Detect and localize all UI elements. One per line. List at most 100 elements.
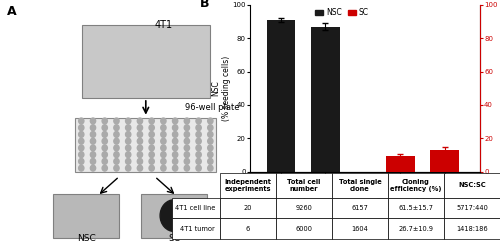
Circle shape (208, 125, 213, 131)
Circle shape (161, 152, 166, 158)
Circle shape (126, 165, 131, 171)
Circle shape (138, 125, 142, 131)
Circle shape (196, 152, 201, 158)
Circle shape (161, 125, 166, 131)
Circle shape (196, 165, 201, 171)
Circle shape (78, 138, 84, 144)
Circle shape (126, 125, 131, 131)
Circle shape (208, 152, 213, 158)
Bar (82, 24, 210, 98)
Circle shape (149, 152, 154, 158)
Circle shape (149, 118, 154, 124)
Circle shape (126, 159, 131, 164)
Circle shape (196, 138, 201, 144)
Circle shape (138, 159, 142, 164)
Circle shape (138, 138, 142, 144)
Circle shape (172, 125, 178, 131)
Bar (142, 194, 208, 238)
Circle shape (184, 152, 190, 158)
Circle shape (90, 165, 96, 171)
Text: 4T1: 4T1 (154, 20, 172, 30)
Circle shape (196, 118, 201, 124)
Circle shape (102, 125, 108, 131)
Bar (76, 118, 216, 172)
Circle shape (208, 132, 213, 137)
Text: SC: SC (168, 233, 180, 243)
Bar (311, 26, 340, 172)
Circle shape (184, 165, 190, 171)
Circle shape (90, 118, 96, 124)
Circle shape (78, 118, 84, 124)
Circle shape (184, 118, 190, 124)
Circle shape (208, 145, 213, 151)
Circle shape (208, 165, 213, 171)
Circle shape (102, 159, 108, 164)
Circle shape (114, 159, 119, 164)
Legend: NSC, SC: NSC, SC (312, 5, 372, 21)
Circle shape (102, 118, 108, 124)
Circle shape (138, 145, 142, 151)
Circle shape (161, 118, 166, 124)
Circle shape (90, 145, 96, 151)
Circle shape (90, 125, 96, 131)
Circle shape (78, 145, 84, 151)
Text: B: B (200, 0, 209, 10)
Circle shape (114, 125, 119, 131)
Circle shape (184, 159, 190, 164)
Circle shape (78, 125, 84, 131)
Circle shape (102, 132, 108, 137)
Circle shape (102, 138, 108, 144)
Circle shape (78, 152, 84, 158)
Circle shape (184, 145, 190, 151)
Circle shape (172, 152, 178, 158)
Circle shape (126, 132, 131, 137)
Circle shape (208, 138, 213, 144)
Circle shape (114, 145, 119, 151)
Circle shape (196, 159, 201, 164)
Circle shape (172, 118, 178, 124)
Text: NSC: NSC (77, 233, 96, 243)
Circle shape (126, 138, 131, 144)
Circle shape (172, 145, 178, 151)
Circle shape (160, 200, 188, 232)
Circle shape (126, 145, 131, 151)
Circle shape (149, 125, 154, 131)
Circle shape (184, 138, 190, 144)
Circle shape (208, 159, 213, 164)
Circle shape (138, 165, 142, 171)
Circle shape (78, 165, 84, 171)
Y-axis label: NSC
(% seeding cells): NSC (% seeding cells) (212, 56, 231, 121)
Circle shape (184, 132, 190, 137)
Circle shape (184, 125, 190, 131)
Circle shape (172, 132, 178, 137)
Circle shape (90, 138, 96, 144)
Circle shape (90, 152, 96, 158)
Text: 96-well plate: 96-well plate (186, 103, 240, 112)
Bar (386, 156, 415, 172)
Circle shape (161, 138, 166, 144)
Circle shape (102, 165, 108, 171)
Circle shape (196, 145, 201, 151)
Circle shape (114, 152, 119, 158)
Circle shape (172, 165, 178, 171)
Circle shape (138, 152, 142, 158)
Bar (54, 194, 120, 238)
Circle shape (90, 159, 96, 164)
Circle shape (196, 132, 201, 137)
Circle shape (126, 118, 131, 124)
Bar (430, 150, 459, 172)
Bar (266, 20, 296, 172)
Circle shape (149, 138, 154, 144)
Circle shape (149, 132, 154, 137)
Circle shape (138, 118, 142, 124)
Circle shape (161, 165, 166, 171)
Circle shape (172, 138, 178, 144)
Circle shape (149, 159, 154, 164)
Circle shape (172, 159, 178, 164)
Circle shape (149, 165, 154, 171)
Circle shape (114, 138, 119, 144)
Circle shape (102, 145, 108, 151)
Circle shape (114, 132, 119, 137)
Circle shape (78, 159, 84, 164)
Circle shape (161, 132, 166, 137)
